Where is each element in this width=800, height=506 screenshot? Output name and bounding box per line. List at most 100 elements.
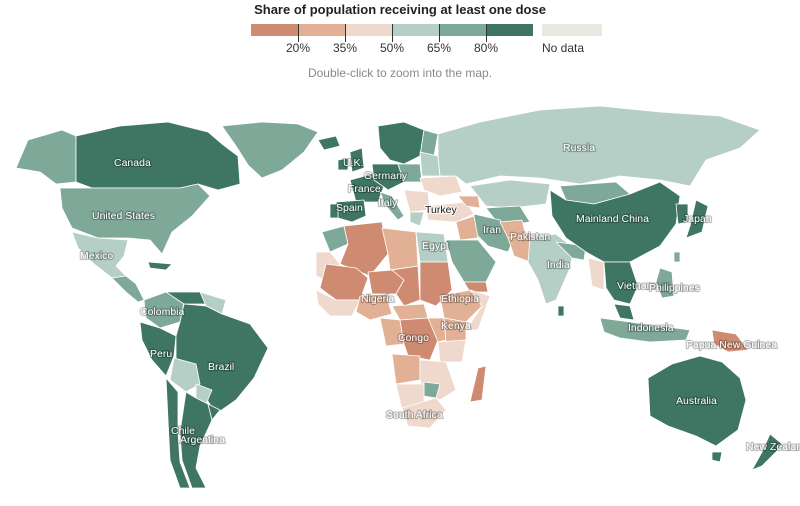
legend-tick-4 xyxy=(439,24,440,42)
country-alaska[interactable] xyxy=(15,129,77,185)
legend-nodata-swatch xyxy=(542,24,602,36)
country-cuba[interactable] xyxy=(147,261,173,271)
country-kazakhstan[interactable] xyxy=(469,179,551,209)
label-nigeria: Nigeria xyxy=(361,293,394,305)
country-baltics-belarus[interactable] xyxy=(419,151,441,177)
legend-swatch-5 xyxy=(439,24,486,36)
country-peru[interactable] xyxy=(139,321,177,377)
legend-nodata-label: No data xyxy=(542,41,585,55)
country-libya[interactable] xyxy=(381,227,419,271)
legend: 20% 35% 50% 65% 80% No data xyxy=(251,24,611,58)
country-myanmar[interactable] xyxy=(587,257,605,291)
country-chile[interactable] xyxy=(165,377,191,489)
legend-tick-label-65: 65% xyxy=(426,41,452,55)
label-australia: Australia xyxy=(676,395,717,407)
legend-swatch-3 xyxy=(345,24,392,36)
country-uk[interactable] xyxy=(349,147,365,173)
country-tasmania[interactable] xyxy=(711,451,723,463)
label-papua-new-guinea: Papua New Guinea xyxy=(686,339,777,351)
country-greece[interactable] xyxy=(409,211,425,227)
label-uk: U.K. xyxy=(343,157,363,169)
label-philippines: Philippines xyxy=(649,282,700,294)
label-argentina: Argentina xyxy=(180,434,225,446)
legend-tick-label-80: 80% xyxy=(473,41,499,55)
country-uruguay[interactable] xyxy=(207,403,221,421)
country-central-african-rep[interactable] xyxy=(391,303,429,321)
label-turkey: Turkey xyxy=(425,204,457,216)
country-indonesia[interactable] xyxy=(599,317,691,343)
country-portugal[interactable] xyxy=(329,203,339,219)
country-philippines[interactable] xyxy=(655,267,675,299)
country-mexico[interactable] xyxy=(71,231,129,279)
label-mexico: Mexico xyxy=(80,250,113,262)
country-nigeria[interactable] xyxy=(355,293,393,321)
label-france: France xyxy=(348,183,381,195)
legend-tick-label-35: 35% xyxy=(332,41,358,55)
country-indochina[interactable] xyxy=(603,261,639,305)
world-map[interactable]: Canada United States Mexico Colombia Per… xyxy=(0,80,800,506)
country-ethiopia[interactable] xyxy=(439,289,483,323)
country-yemen[interactable] xyxy=(463,281,489,293)
country-india[interactable] xyxy=(527,233,575,305)
country-ireland[interactable] xyxy=(337,157,349,171)
country-morocco[interactable] xyxy=(321,225,349,253)
country-italy[interactable] xyxy=(379,191,405,221)
legend-tick-5 xyxy=(486,24,487,42)
country-malaysia[interactable] xyxy=(613,303,635,321)
legend-swatch-1 xyxy=(251,24,298,36)
label-peru: Peru xyxy=(150,348,172,360)
label-canada: Canada xyxy=(114,157,151,169)
country-tanzania[interactable] xyxy=(437,339,467,363)
country-madagascar[interactable] xyxy=(469,365,487,403)
label-congo: Congo xyxy=(398,332,429,344)
country-united-states[interactable] xyxy=(59,183,211,255)
country-japan[interactable] xyxy=(685,199,709,239)
country-germany[interactable] xyxy=(371,163,405,191)
label-egypt: Egypt xyxy=(422,240,449,252)
country-central-america[interactable] xyxy=(111,275,145,303)
legend-tick-3 xyxy=(392,24,393,42)
country-australia[interactable] xyxy=(647,355,747,447)
country-china[interactable] xyxy=(549,181,681,263)
legend-swatch-4 xyxy=(392,24,439,36)
country-turkey[interactable] xyxy=(425,201,475,223)
country-somalia[interactable] xyxy=(465,289,491,331)
country-korea[interactable] xyxy=(675,203,689,225)
label-pakistan: Pakistan xyxy=(510,231,550,243)
label-south-africa: South Africa xyxy=(386,409,443,421)
legend-swatch-6 xyxy=(486,24,533,36)
country-south-africa[interactable] xyxy=(401,397,447,429)
label-germany: Germany xyxy=(364,170,408,182)
country-west-africa[interactable] xyxy=(315,289,361,317)
country-angola[interactable] xyxy=(391,353,421,385)
country-brazil[interactable] xyxy=(175,303,269,415)
country-iraq-syria[interactable] xyxy=(455,215,479,241)
country-caucasus[interactable] xyxy=(457,195,481,209)
label-indonesia: Indonesia xyxy=(628,322,674,334)
label-colombia: Colombia xyxy=(140,306,185,318)
label-spain: Spain xyxy=(336,202,363,214)
country-scandinavia[interactable] xyxy=(377,121,425,165)
country-canada[interactable] xyxy=(75,121,241,191)
label-vietnam: Vietnam xyxy=(617,280,656,292)
zoom-hint: Double-click to zoom into the map. xyxy=(307,66,493,80)
country-argentina[interactable] xyxy=(179,391,213,489)
country-bolivia[interactable] xyxy=(169,357,201,393)
country-iceland[interactable] xyxy=(317,135,341,151)
country-taiwan[interactable] xyxy=(673,251,681,263)
country-papua-new-guinea[interactable] xyxy=(711,329,749,353)
legend-tick-label-50: 50% xyxy=(379,41,405,55)
label-japan: Japan xyxy=(683,213,712,225)
legend-swatch-2 xyxy=(298,24,345,36)
legend-tick-2 xyxy=(345,24,346,42)
label-new-zealand: New Zealand xyxy=(746,441,800,453)
country-russia[interactable] xyxy=(437,105,761,187)
label-brazil: Brazil xyxy=(208,361,234,373)
country-sri-lanka[interactable] xyxy=(557,305,565,317)
label-united-states: United States xyxy=(92,210,155,222)
label-ethiopia: Ethiopia xyxy=(441,293,479,305)
map-title: Share of population receiving at least o… xyxy=(254,2,546,17)
legend-tick-1 xyxy=(298,24,299,42)
country-new-zealand[interactable] xyxy=(751,433,783,471)
country-greenland[interactable] xyxy=(221,121,319,179)
